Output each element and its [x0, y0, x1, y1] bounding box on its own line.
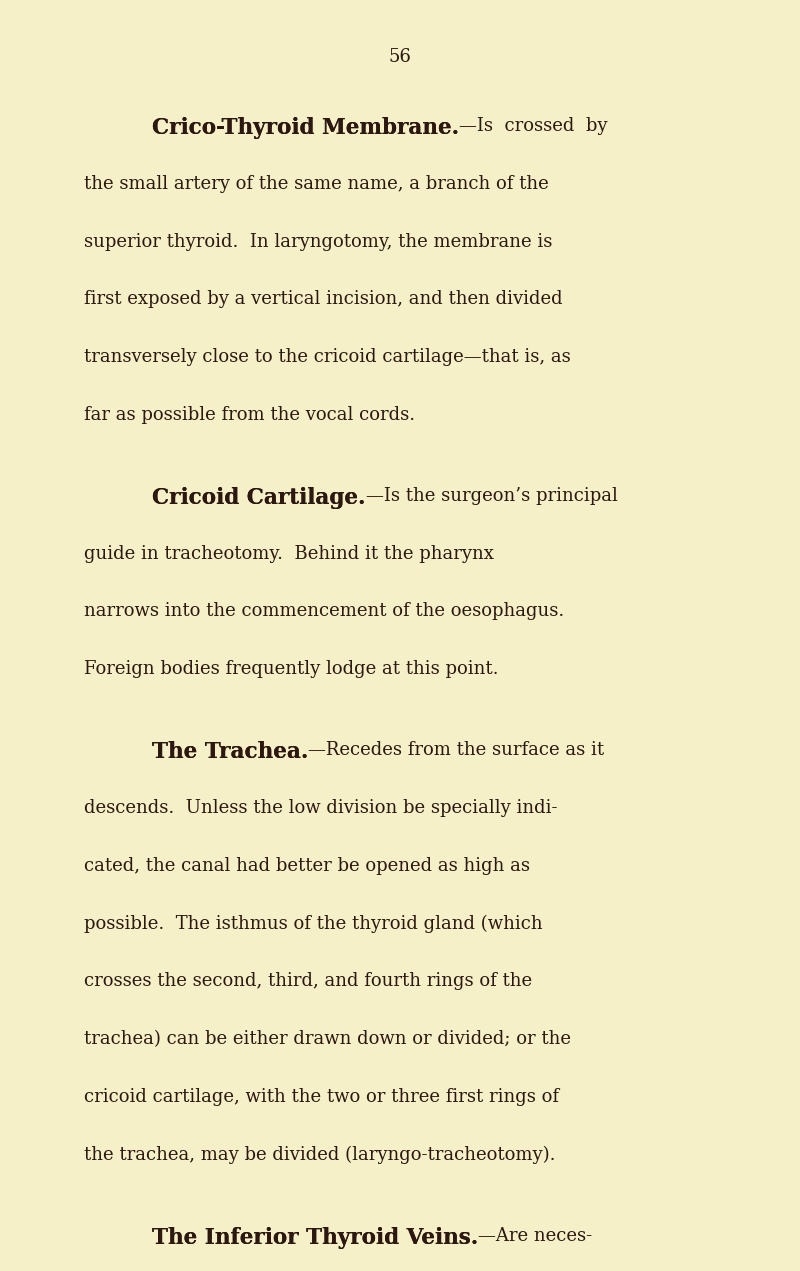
Text: trachea) can be either drawn down or divided; or the: trachea) can be either drawn down or div…	[84, 1030, 571, 1049]
Text: transversely close to the cricoid cartilage—that is, as: transversely close to the cricoid cartil…	[84, 348, 570, 366]
Text: far as possible from the vocal cords.: far as possible from the vocal cords.	[84, 405, 415, 425]
Text: The Trachea.: The Trachea.	[152, 741, 308, 763]
Text: Foreign bodies frequently lodge at this point.: Foreign bodies frequently lodge at this …	[84, 660, 498, 679]
Text: cated, the canal had better be opened as high as: cated, the canal had better be opened as…	[84, 857, 530, 874]
Text: —Are neces-: —Are neces-	[478, 1227, 592, 1244]
Text: the trachea, may be divided (laryngo-tracheotomy).: the trachea, may be divided (laryngo-tra…	[84, 1145, 555, 1164]
Text: crosses the second, third, and fourth rings of the: crosses the second, third, and fourth ri…	[84, 972, 532, 990]
Text: 56: 56	[389, 48, 411, 66]
Text: Cricoid Cartilage.: Cricoid Cartilage.	[152, 487, 366, 508]
Text: guide in tracheotomy.  Behind it the pharynx: guide in tracheotomy. Behind it the phar…	[84, 544, 494, 563]
Text: The Inferior Thyroid Veins.: The Inferior Thyroid Veins.	[152, 1227, 478, 1248]
Text: the small artery of the same name, a branch of the: the small artery of the same name, a bra…	[84, 175, 549, 193]
Text: Cricoid Cartilage.: Cricoid Cartilage.	[152, 487, 366, 508]
Text: Crico-Thyroid Membrane.: Crico-Thyroid Membrane.	[152, 117, 459, 139]
Text: Crico-Thyroid Membrane.: Crico-Thyroid Membrane.	[152, 117, 459, 139]
Text: cricoid cartilage, with the two or three first rings of: cricoid cartilage, with the two or three…	[84, 1088, 559, 1106]
Text: The Inferior Thyroid Veins.: The Inferior Thyroid Veins.	[152, 1227, 478, 1248]
Text: —Is the surgeon’s principal: —Is the surgeon’s principal	[366, 487, 618, 505]
Text: The Trachea.: The Trachea.	[152, 741, 308, 763]
Text: —Recedes from the surface as it: —Recedes from the surface as it	[308, 741, 605, 759]
Text: first exposed by a vertical incision, and then divided: first exposed by a vertical incision, an…	[84, 290, 562, 309]
Text: —Is  crossed  by: —Is crossed by	[459, 117, 608, 135]
Text: superior thyroid.  In laryngotomy, the membrane is: superior thyroid. In laryngotomy, the me…	[84, 233, 552, 250]
Text: descends.  Unless the low division be specially indi-: descends. Unless the low division be spe…	[84, 798, 558, 817]
Text: possible.  The isthmus of the thyroid gland (which: possible. The isthmus of the thyroid gla…	[84, 914, 542, 933]
Text: narrows into the commencement of the oesophagus.: narrows into the commencement of the oes…	[84, 602, 564, 620]
